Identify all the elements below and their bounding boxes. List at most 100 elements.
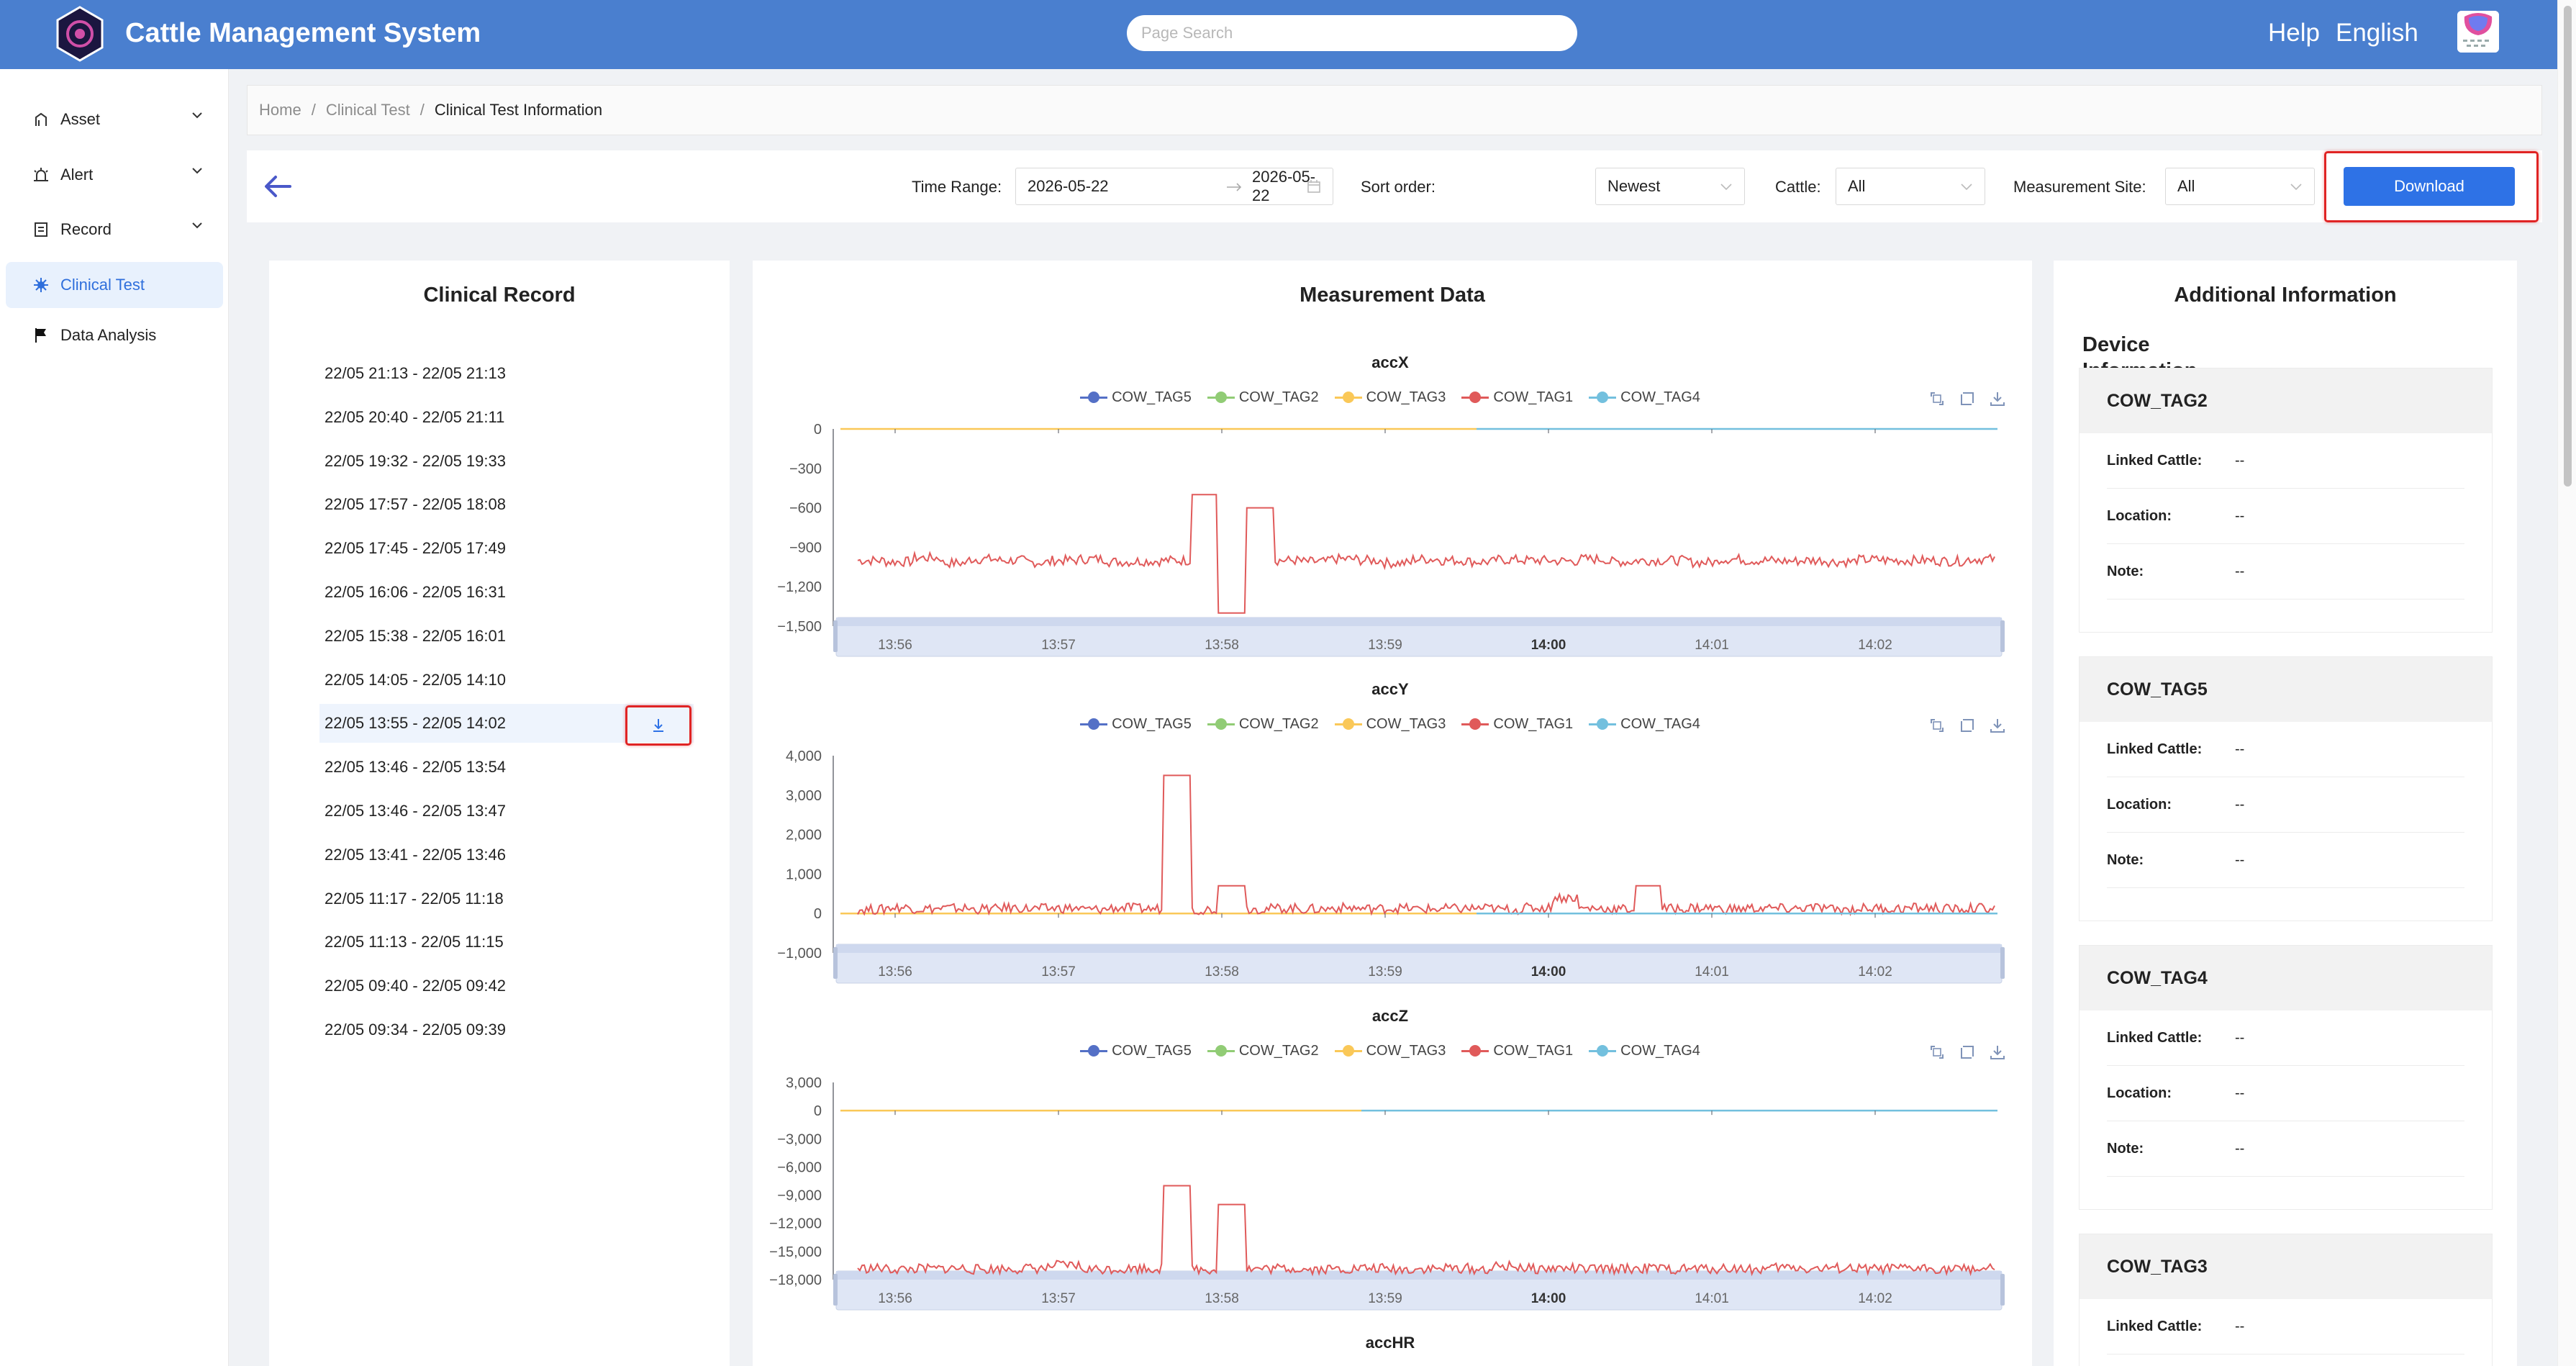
- record-item[interactable]: 22/05 09:40 - 22/05 09:42: [325, 977, 506, 995]
- data-zoom-slider[interactable]: [835, 944, 2003, 984]
- page-search-input[interactable]: [1127, 15, 1577, 51]
- data-zoom-slider[interactable]: [835, 1270, 2003, 1311]
- page-scrollbar[interactable]: [2557, 0, 2576, 1366]
- chart-plot-accZ: 3,000 0 −3,000 −6,000 −9,000 −12,000 −15,000 −1…: [769, 1075, 2005, 1311]
- x-tick-label: 14:01: [1695, 638, 1729, 653]
- y-tick-label: −1,000: [777, 946, 822, 962]
- zoom-handle-right[interactable]: [2000, 947, 2005, 979]
- sidebar-item-record[interactable]: Record: [6, 207, 223, 253]
- legend-item[interactable]: COW_TAG1: [1461, 714, 1573, 734]
- x-tick-label: 13:56: [878, 1291, 912, 1306]
- legend-label: COW_TAG3: [1366, 1043, 1446, 1059]
- zoom-handle-right[interactable]: [2000, 620, 2005, 652]
- clinical-record-title: Clinical Record: [423, 284, 576, 307]
- sort-order-select[interactable]: Newest: [1595, 168, 1745, 205]
- chart-title: accY: [1371, 680, 1409, 698]
- record-item[interactable]: 22/05 20:40 - 22/05 21:11: [325, 407, 505, 426]
- zoom-handle-left[interactable]: [833, 1274, 838, 1306]
- record-item[interactable]: 22/05 13:55 - 22/05 14:02: [319, 704, 694, 743]
- record-item[interactable]: 22/05 19:32 - 22/05 19:33: [325, 451, 506, 470]
- legend-item[interactable]: COW_TAG2: [1207, 714, 1319, 734]
- chevron-down-icon: [2290, 184, 2302, 191]
- cattle-label: Cattle:: [1775, 178, 1821, 196]
- alert-icon: [30, 167, 52, 183]
- zoom-handle-left[interactable]: [833, 620, 838, 652]
- zoom-reset-icon[interactable]: [1959, 717, 1976, 734]
- language-switch[interactable]: English: [2336, 19, 2418, 47]
- record-download-button[interactable]: [627, 709, 689, 742]
- sidebar-item-asset[interactable]: Asset: [6, 96, 223, 143]
- chevron-down-icon: [192, 168, 202, 174]
- legend-item[interactable]: COW_TAG4: [1589, 714, 1700, 734]
- device-field-value: --: [2235, 507, 2245, 524]
- legend-item[interactable]: COW_TAG5: [1080, 387, 1192, 407]
- record-item[interactable]: 22/05 13:46 - 22/05 13:47: [325, 802, 506, 820]
- scrollbar-thumb[interactable]: [2564, 6, 2572, 487]
- legend-item[interactable]: COW_TAG3: [1334, 714, 1446, 734]
- x-tick-label: 14:00: [1531, 964, 1566, 980]
- device-field-value: --: [2235, 563, 2245, 579]
- record-item[interactable]: 22/05 16:06 - 22/05 16:31: [325, 583, 506, 601]
- zoom-handle-right[interactable]: [2000, 1274, 2005, 1306]
- legend-item[interactable]: COW_TAG1: [1461, 1041, 1573, 1061]
- save-image-icon[interactable]: [1989, 1044, 2006, 1061]
- x-tick-label: 13:59: [1368, 1291, 1402, 1306]
- legend-item[interactable]: COW_TAG4: [1589, 387, 1700, 407]
- zoom-reset-icon[interactable]: [1959, 390, 1976, 407]
- download-button[interactable]: Download: [2344, 167, 2515, 206]
- save-image-icon[interactable]: [1989, 390, 2006, 407]
- sidebar-item-data-analysis[interactable]: Data Analysis: [6, 312, 223, 358]
- legend-item[interactable]: COW_TAG2: [1207, 1041, 1319, 1061]
- record-item[interactable]: 22/05 09:34 - 22/05 09:39: [325, 1021, 506, 1039]
- legend-item[interactable]: COW_TAG5: [1080, 714, 1192, 734]
- date-end[interactable]: 2026-05-22: [1252, 168, 1316, 204]
- record-item[interactable]: 22/05 13:41 - 22/05 13:46: [325, 845, 506, 864]
- record-item[interactable]: 22/05 14:05 - 22/05 14:10: [325, 670, 506, 689]
- date-start[interactable]: 2026-05-22: [1028, 177, 1109, 195]
- sidebar-item-clinical-test[interactable]: Clinical Test: [6, 262, 223, 308]
- logo-icon: [56, 6, 104, 62]
- device-field-label: Note:: [2107, 1140, 2144, 1157]
- series-line-COW_TAG1: [857, 774, 1995, 917]
- y-tick-label: −600: [789, 501, 822, 517]
- legend-item[interactable]: COW_TAG2: [1207, 387, 1319, 407]
- record-item[interactable]: 22/05 15:38 - 22/05 16:01: [325, 626, 506, 645]
- record-item[interactable]: 22/05 13:46 - 22/05 13:54: [325, 758, 506, 777]
- zoom-reset-icon[interactable]: [1959, 1044, 1976, 1061]
- legend-label: COW_TAG3: [1366, 389, 1446, 405]
- device-name: COW_TAG4: [2080, 946, 2492, 1010]
- breadcrumb-clinical-test[interactable]: Clinical Test: [325, 101, 410, 119]
- device-card: COW_TAG5 Linked Cattle: -- Location: -- Note:…: [2079, 656, 2493, 921]
- legend-item[interactable]: COW_TAG4: [1589, 1041, 1700, 1061]
- legend-item[interactable]: COW_TAG1: [1461, 387, 1573, 407]
- record-item[interactable]: 22/05 17:45 - 22/05 17:49: [325, 539, 506, 558]
- cattle-select[interactable]: All: [1836, 168, 1985, 205]
- legend-item[interactable]: COW_TAG3: [1334, 1041, 1446, 1061]
- legend-item[interactable]: COW_TAG5: [1080, 1041, 1192, 1061]
- record-item[interactable]: 22/05 11:17 - 22/05 11:18: [325, 889, 504, 908]
- time-range-picker[interactable]: 2026-05-22 2026-05-22: [1015, 168, 1333, 205]
- device-field-label: Linked Cattle:: [2107, 741, 2203, 757]
- y-tick-label: 4,000: [786, 748, 822, 764]
- breadcrumb-home[interactable]: Home: [259, 101, 301, 119]
- legend-item[interactable]: COW_TAG3: [1334, 387, 1446, 407]
- avatar[interactable]: [2457, 11, 2499, 53]
- record-item[interactable]: 22/05 21:13 - 22/05 21:13: [325, 364, 506, 382]
- back-arrow-icon[interactable]: [263, 172, 293, 201]
- data-zoom-slider[interactable]: [835, 617, 2003, 657]
- sidebar-item-label: Asset: [60, 110, 101, 128]
- zoom-icon[interactable]: [1928, 390, 1946, 407]
- sidebar-item-alert[interactable]: Alert: [6, 152, 223, 198]
- save-image-icon[interactable]: [1989, 717, 2006, 734]
- record-item[interactable]: 22/05 17:57 - 22/05 18:08: [325, 495, 506, 514]
- zoom-icon[interactable]: [1928, 1044, 1946, 1061]
- help-link[interactable]: Help: [2268, 19, 2320, 47]
- x-tick-label: 13:56: [878, 964, 912, 980]
- record-item[interactable]: 22/05 11:13 - 22/05 11:15: [325, 933, 504, 951]
- chart-plot-accY: 4,000 3,000 2,000 1,000 0 −1,000 13:56 13:57 13:…: [777, 748, 2005, 984]
- zoom-handle-left[interactable]: [833, 947, 838, 979]
- zoom-icon[interactable]: [1928, 717, 1946, 734]
- measurement-site-select[interactable]: All: [2165, 168, 2315, 205]
- x-tick-label: 14:02: [1858, 1291, 1892, 1306]
